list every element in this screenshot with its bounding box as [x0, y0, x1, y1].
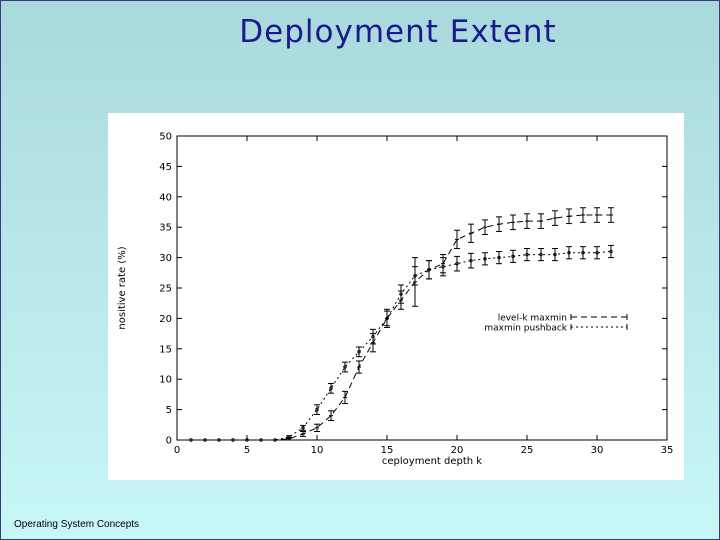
- data-point: [497, 255, 501, 260]
- data-point: [567, 251, 571, 255]
- data-point: [315, 407, 319, 412]
- data-point: [273, 438, 277, 442]
- y-axis-ticks: 0 5 10 15 20 25 30 35 40 45 50: [159, 132, 667, 447]
- y-tick-label: 10: [159, 375, 172, 386]
- data-point: [357, 350, 361, 354]
- data-point: [329, 386, 333, 391]
- data-point: [427, 268, 431, 272]
- data-point: [511, 254, 515, 259]
- series-group: [189, 207, 614, 442]
- y-tick-label: 50: [159, 132, 172, 143]
- chart-panel: 0 5 10 15 20 25 30 35 40 45 50 0 5 10 15 20 25 30 35 leve…: [108, 113, 684, 480]
- y-tick-label: 30: [159, 253, 172, 264]
- y-tick-label: 45: [159, 162, 172, 173]
- data-point: [595, 251, 599, 255]
- y-axis-label: nositive rate (%): [117, 246, 128, 329]
- y-tick-label: 15: [159, 344, 172, 355]
- data-point: [217, 438, 221, 442]
- x-tick-label: 10: [311, 445, 324, 456]
- data-point: [441, 265, 445, 269]
- data-point: [553, 252, 557, 257]
- y-tick-label: 20: [159, 314, 172, 325]
- x-axis-ticks: 0 5 10 15 20 25 30 35: [174, 136, 674, 456]
- x-tick-label: 35: [661, 445, 674, 456]
- line-chart: 0 5 10 15 20 25 30 35 40 45 50 0 5 10 15 20 25 30 35 leve…: [117, 132, 674, 468]
- data-point: [343, 365, 347, 369]
- y-tick-label: 25: [159, 284, 172, 295]
- x-tick-label: 25: [521, 445, 534, 456]
- data-point: [525, 252, 529, 257]
- data-point: [399, 292, 403, 296]
- data-point: [203, 438, 207, 442]
- data-point: [455, 261, 459, 266]
- data-point: [581, 251, 585, 255]
- legend-label: maxmin pushback: [484, 324, 567, 334]
- y-tick-label: 0: [166, 436, 172, 447]
- data-point: [539, 252, 543, 257]
- data-point: [189, 438, 193, 442]
- x-tick-label: 15: [381, 445, 394, 456]
- data-point: [245, 438, 249, 442]
- data-point: [231, 438, 235, 442]
- series-line: [191, 251, 612, 441]
- plot-frame: [176, 135, 668, 441]
- data-point: [385, 316, 389, 321]
- x-tick-label: 0: [174, 445, 180, 456]
- x-tick-label: 20: [451, 445, 464, 456]
- data-point: [287, 435, 291, 439]
- footer-text: Operating System Concepts: [14, 519, 140, 530]
- slide-title: Deployment Extent: [239, 14, 557, 50]
- data-point: [483, 257, 487, 261]
- y-tick-label: 35: [159, 223, 172, 234]
- data-point: [259, 438, 263, 442]
- data-point: [609, 249, 613, 254]
- x-tick-label: 30: [591, 445, 604, 456]
- x-axis-label: ceployment depth k: [382, 456, 482, 467]
- data-point: [371, 334, 375, 339]
- data-point: [469, 258, 473, 263]
- x-tick-label: 5: [244, 445, 250, 456]
- y-tick-label: 5: [166, 405, 172, 416]
- legend-label: level-k maxmin: [498, 314, 567, 324]
- y-tick-label: 40: [159, 192, 172, 203]
- data-point: [413, 274, 417, 278]
- data-point: [301, 426, 305, 430]
- series-1: [189, 244, 614, 442]
